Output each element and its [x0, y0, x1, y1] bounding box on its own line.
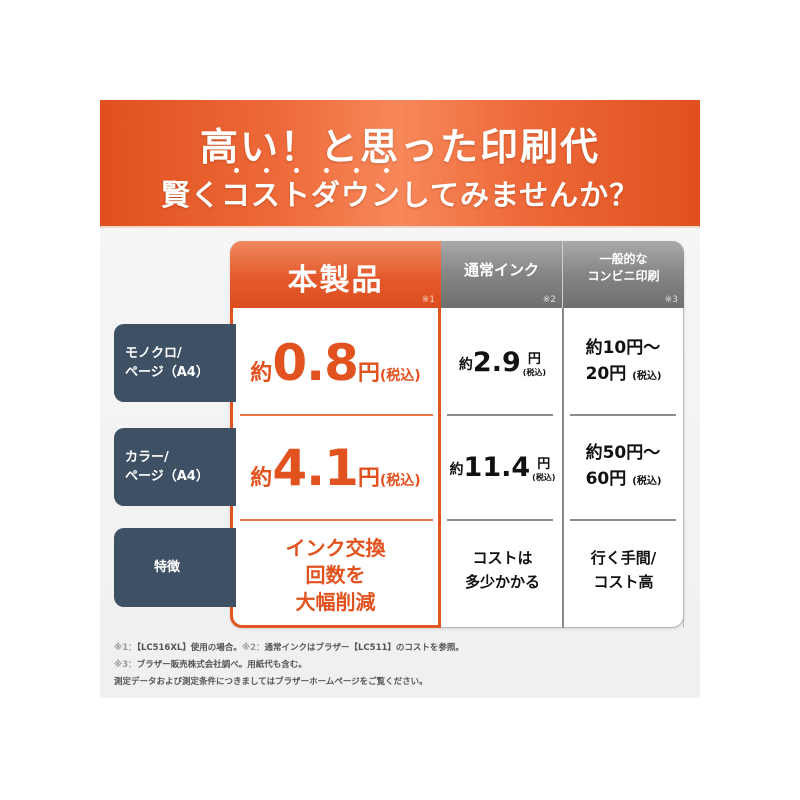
row-separator: [240, 414, 433, 416]
cell-product-color: 約4.1円(税込): [233, 420, 438, 515]
feature-line: 大幅削減: [295, 589, 376, 614]
cell-product-mono: 約0.8円(税込): [233, 315, 438, 410]
price-conv-mono: 約10円～ 20円 (税込): [586, 335, 662, 390]
feature-normal: コストは 多少かかる: [465, 546, 540, 594]
emphasis-char: ト: [281, 168, 311, 214]
footnote-line1: ※1：【LC516XL】使用の場合。※2：通常インクはブラザー【LC511】のコ…: [114, 640, 694, 657]
row-label-line2: ページ（A4）: [125, 469, 209, 484]
footnote-ref: ※2: [542, 295, 556, 305]
tax-note: (税込): [379, 367, 421, 384]
feature-line: インク交換: [285, 535, 386, 560]
price-unit-stack: 円 (税込): [532, 456, 556, 483]
emphasis-char: ウ: [341, 168, 371, 214]
feature-line: 行く手間/: [590, 549, 657, 567]
row-label-line1: カラー/: [125, 450, 169, 465]
headline-line2: 賢くコストダウンしてみませんか？: [100, 168, 700, 214]
emphasis-char: ン: [371, 168, 401, 214]
footnote-text: 【LC516XL】使用の場合。: [136, 643, 242, 653]
row-label-text: 特徴: [154, 560, 181, 575]
tax-note: (税込): [379, 472, 421, 489]
feature-product: インク交換 回数を 大幅削減: [286, 535, 386, 616]
tax-note: (税込): [632, 476, 662, 487]
column-header-line1: 一般的な: [599, 252, 648, 266]
row-label-line2: ページ（A4）: [125, 365, 209, 380]
feature-line: 回数を: [305, 562, 366, 587]
headline-banner: 高い！と思った印刷代 賢くコストダウンしてみませんか？: [100, 100, 700, 228]
footnote-line3: 測定データおよび測定条件につきましてはブラザーホームページをご覧ください。: [114, 677, 428, 687]
column-divider: [562, 308, 564, 628]
footnote-ref: ※1: [421, 295, 435, 305]
column-header-convenience-store: 一般的な コンビニ印刷 ※3: [563, 241, 684, 308]
price-prefix: 約: [250, 360, 273, 386]
footnote-ref: ※3: [664, 295, 678, 305]
cell-conv-mono: 約10円～ 20円 (税込): [564, 315, 683, 410]
row-label-features: 特徴: [114, 528, 236, 607]
headline-line1: 高い！と思った印刷代: [199, 125, 600, 169]
row-separator: [447, 519, 553, 521]
price-value: 11.4: [463, 451, 531, 483]
column-header-product: 本製品 ※1: [230, 241, 441, 308]
cell-product-feature: インク交換 回数を 大幅削減: [233, 525, 438, 625]
cell-normal-color: 約 11.4 円 (税込): [443, 420, 562, 515]
price-range-line2: 60円 (税込): [586, 466, 662, 495]
price-range-end: 60円: [585, 469, 627, 489]
price-normal-mono: 約 2.9 円 (税込): [458, 346, 547, 378]
emphasis-char: ス: [251, 168, 281, 214]
price-range-end: 20円: [585, 364, 627, 384]
tax-note: (税込): [522, 367, 547, 377]
feature-line: コスト高: [593, 573, 654, 591]
footnote-line2: ※3：ブラザー販売株式会社調べ。用紙代も含む。: [114, 657, 694, 674]
column-header-label: 通常インク: [463, 261, 539, 279]
cell-conv-feature: 行く手間/ コスト高: [564, 525, 683, 615]
footnote-text: 通常インクはブラザー【LC511】のコストを参照。: [264, 643, 464, 653]
headline-line2-post: してみませんか？: [400, 178, 640, 212]
row-label-line1: モノクロ/: [125, 346, 182, 361]
footnote-mark: ※1：: [114, 643, 137, 653]
tax-note: (税込): [532, 472, 556, 482]
column-header-normal-ink: 通常インク ※2: [441, 241, 563, 308]
row-separator: [240, 519, 433, 521]
footnote-text: ブラザー販売株式会社調べ。用紙代も含む。: [136, 660, 307, 670]
price-prefix: 約: [250, 465, 273, 491]
cell-conv-color: 約50円～ 60円 (税込): [564, 420, 683, 515]
price-range-line1: 約50円～: [585, 443, 661, 463]
row-label-color: カラー/ ページ（A4）: [114, 428, 236, 506]
price-unit-stack: 円 (税込): [522, 351, 547, 378]
emphasis-char: コ: [221, 168, 251, 214]
feature-line: コストは: [472, 549, 533, 567]
price-range-line1: 約10円～: [585, 338, 661, 358]
column-header-label: 一般的な コンビニ印刷: [563, 251, 684, 285]
headline-line2-pre: 賢く: [160, 178, 221, 212]
feature-line: 多少かかる: [464, 573, 540, 591]
footnote-mark: ※2：: [241, 643, 265, 653]
footnote-mark: ※3：: [114, 660, 137, 670]
row-separator: [447, 414, 553, 416]
price-unit: 円: [357, 360, 380, 386]
column-header-line2: コンビニ印刷: [587, 269, 660, 283]
price-prefix: 約: [449, 461, 464, 478]
row-label-monochrome: モノクロ/ ページ（A4）: [114, 324, 236, 402]
price-value: 2.9: [472, 346, 521, 378]
row-separator: [570, 414, 676, 416]
tax-note: (税込): [632, 371, 662, 382]
price-normal-color: 約 11.4 円 (税込): [449, 451, 556, 483]
price-range-line2: 20円 (税込): [586, 361, 662, 390]
price-value: 4.1: [272, 438, 359, 497]
price-product-color: 約4.1円(税込): [250, 439, 420, 497]
column-header-label: 本製品: [287, 263, 384, 298]
cell-normal-mono: 約 2.9 円 (税込): [443, 315, 562, 410]
price-conv-color: 約50円～ 60円 (税込): [586, 440, 662, 495]
emphasis-char: ダ: [311, 168, 341, 214]
price-value: 0.8: [272, 333, 359, 392]
price-unit: 円: [357, 465, 380, 491]
price-unit: 円: [527, 351, 541, 367]
price-product-mono: 約0.8円(税込): [250, 334, 420, 392]
row-separator: [570, 519, 676, 521]
price-prefix: 約: [458, 356, 473, 373]
feature-conv: 行く手間/ コスト高: [591, 546, 656, 594]
table-right-border: [683, 308, 684, 628]
footnotes: ※1：【LC516XL】使用の場合。※2：通常インクはブラザー【LC511】のコ…: [114, 640, 694, 691]
price-unit: 円: [537, 456, 551, 472]
cell-normal-feature: コストは 多少かかる: [443, 525, 562, 615]
